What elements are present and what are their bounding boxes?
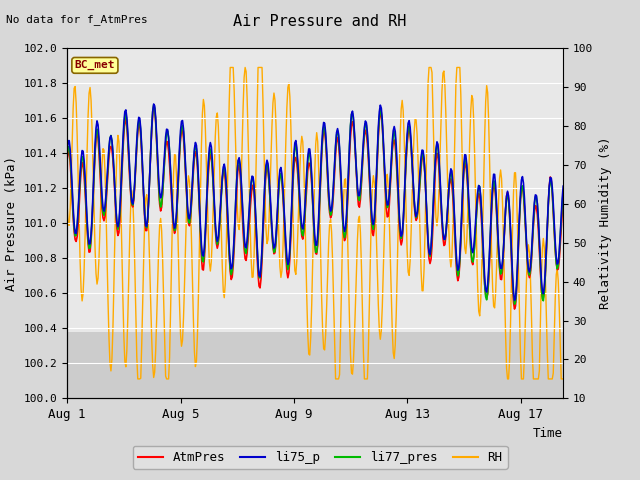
Text: Air Pressure and RH: Air Pressure and RH	[234, 14, 406, 29]
Text: No data for f_AtmPres: No data for f_AtmPres	[6, 14, 148, 25]
Y-axis label: Air Pressure (kPa): Air Pressure (kPa)	[5, 156, 18, 291]
Legend: AtmPres, li75_p, li77_pres, RH: AtmPres, li75_p, li77_pres, RH	[132, 446, 508, 469]
Y-axis label: Relativity Humidity (%): Relativity Humidity (%)	[599, 137, 612, 310]
X-axis label: Time: Time	[533, 427, 563, 440]
Text: BC_met: BC_met	[75, 60, 115, 71]
Bar	[67, 332, 563, 398]
